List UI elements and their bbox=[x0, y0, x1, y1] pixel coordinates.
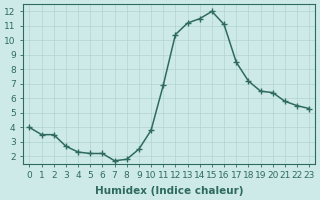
X-axis label: Humidex (Indice chaleur): Humidex (Indice chaleur) bbox=[95, 186, 244, 196]
